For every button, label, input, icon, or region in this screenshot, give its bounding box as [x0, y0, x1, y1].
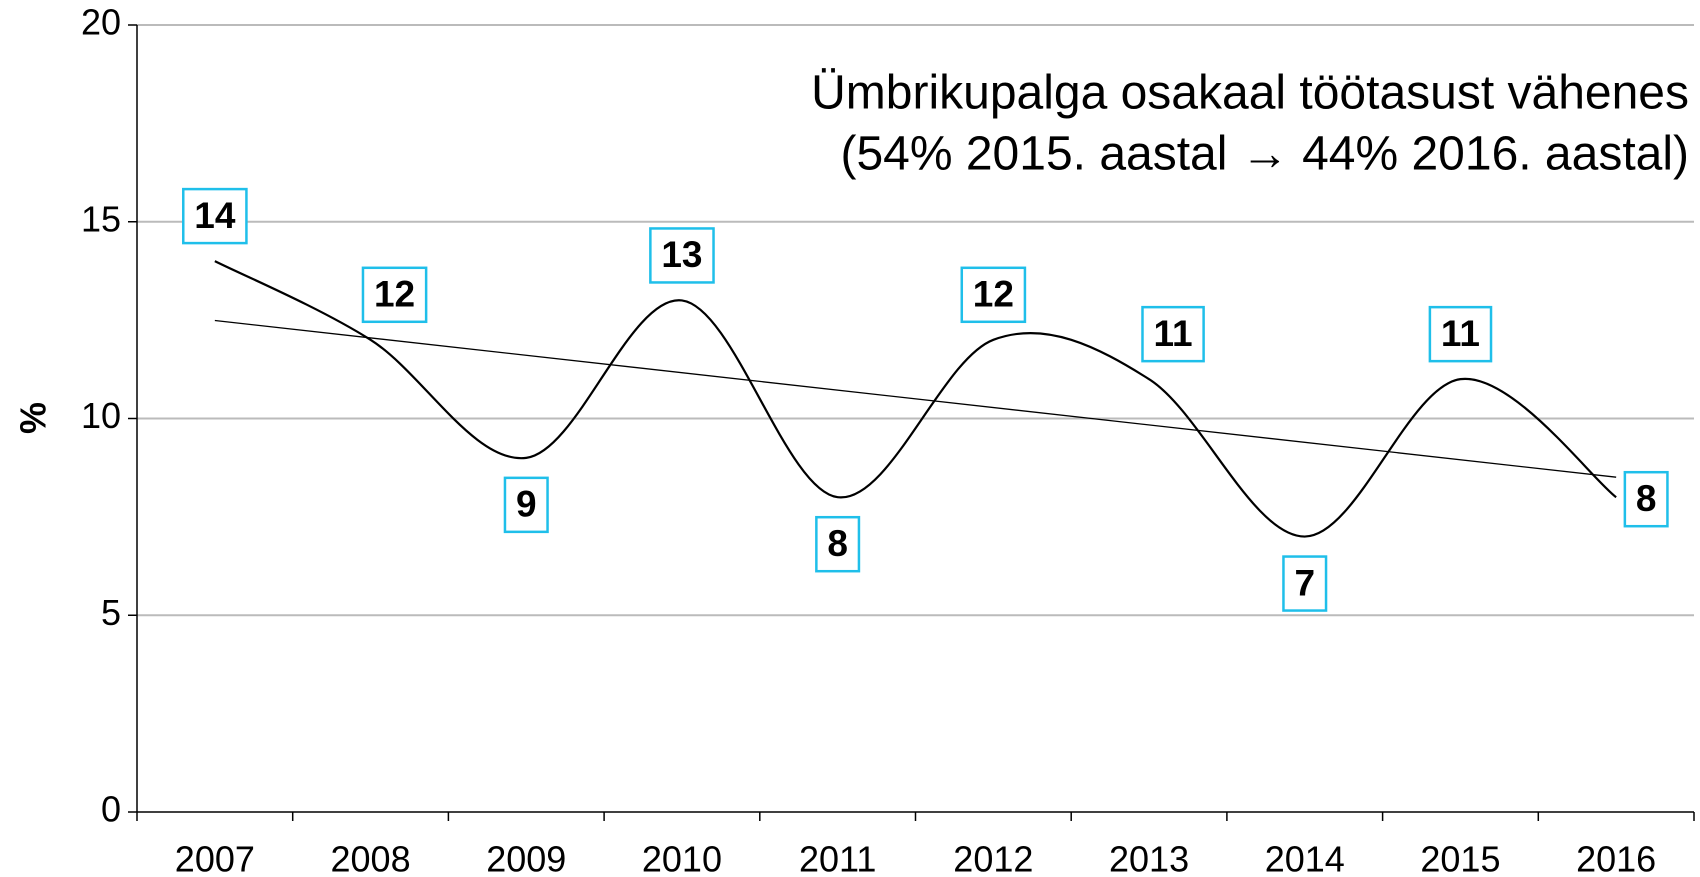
- y-axis-label: %: [13, 402, 54, 434]
- data-label: 12: [374, 274, 415, 315]
- annotation: Ümbrikupalga osakaal töötasust vähenes: [811, 67, 1689, 120]
- x-tick-label: 2011: [799, 839, 876, 877]
- y-tick-label: 5: [101, 592, 121, 633]
- data-label: 9: [516, 484, 537, 525]
- x-tick-label: 2007: [175, 839, 255, 877]
- data-label-box: [960, 266, 1027, 324]
- data-label: 7: [1294, 562, 1315, 603]
- annotation: (54% 2015. aastal → 44% 2016. aastal): [840, 128, 1689, 181]
- y-tick-label: 15: [81, 198, 121, 239]
- series-line: [214, 260, 1617, 538]
- trend-line: [214, 319, 1617, 478]
- x-tick-label: 2016: [1576, 839, 1656, 877]
- y-tick-label: 10: [81, 395, 121, 436]
- x-tick-label: 2012: [953, 839, 1033, 877]
- x-tick-label: 2013: [1109, 839, 1189, 877]
- y-tick-label: 20: [81, 2, 121, 43]
- data-label-box: [503, 476, 549, 534]
- data-label-box: [649, 227, 715, 284]
- data-label-box: [1428, 305, 1493, 363]
- data-label: 11: [1441, 313, 1480, 354]
- x-tick-label: 2010: [642, 839, 722, 877]
- y-tick-label: 0: [101, 789, 121, 830]
- data-label: 14: [194, 195, 236, 236]
- data-label-box: [182, 187, 248, 245]
- x-tick-label: 2015: [1420, 839, 1500, 877]
- data-label-box: [361, 266, 428, 324]
- data-label: 13: [661, 234, 702, 275]
- x-tick-label: 2008: [331, 839, 411, 877]
- data-label: 12: [973, 274, 1014, 315]
- data-label-box: [1282, 555, 1328, 612]
- data-label: 8: [1636, 478, 1657, 519]
- data-label: 8: [827, 523, 848, 564]
- data-label: 11: [1153, 313, 1192, 354]
- x-tick-label: 2009: [486, 839, 566, 877]
- data-label-box: [815, 515, 861, 573]
- data-label-box: [1623, 470, 1669, 528]
- x-tick-label: 2014: [1265, 839, 1345, 877]
- data-label-box: [1141, 305, 1205, 363]
